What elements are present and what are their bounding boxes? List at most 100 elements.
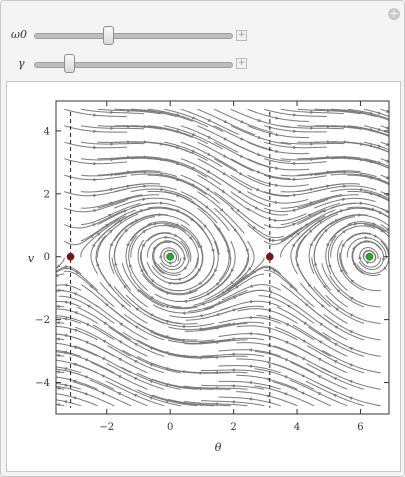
stream-arrow: [231, 322, 235, 326]
x-tick-label: 2: [230, 422, 236, 433]
stream-arrow: [358, 213, 362, 217]
stream-arrow: [181, 311, 186, 315]
stream-arrow: [335, 307, 339, 312]
stream-arrow: [333, 377, 338, 381]
stream-arrow: [203, 224, 207, 229]
stream-arrow: [334, 325, 339, 329]
stream-arrow: [183, 257, 187, 262]
stream-line: [321, 349, 381, 374]
stream-arrow: [214, 402, 218, 406]
y-tick-label: −4: [35, 378, 50, 389]
stream-arrow: [308, 229, 313, 234]
stream-line: [122, 331, 181, 357]
stream-arrow: [133, 360, 138, 364]
stream-arrow: [153, 260, 158, 265]
stream-arrow: [167, 281, 172, 286]
stream-arrow: [248, 267, 252, 271]
stream-arrow: [123, 284, 127, 289]
stream-arrow: [63, 367, 68, 371]
stream-arrow: [136, 288, 141, 293]
stream-line: [247, 174, 309, 187]
stream-arrow: [386, 109, 389, 113]
stream-arrow: [318, 340, 323, 344]
add-icon[interactable]: +: [388, 7, 400, 20]
gamma-slider-thumb[interactable]: [63, 54, 75, 73]
stream-arrow: [160, 187, 164, 192]
phase-portrait-plot: −2 0 2 4 6 −4 −2 0 2 4 θ v: [28, 100, 390, 454]
stream-arrow: [364, 235, 369, 240]
stream-arrow: [231, 368, 235, 372]
stream-line: [169, 257, 215, 292]
stream-arrow: [348, 347, 353, 351]
stream-arrow: [83, 392, 88, 396]
stream-arrow: [350, 279, 355, 283]
stream-arrow: [240, 137, 245, 141]
stream-arrow: [274, 218, 278, 222]
y-axis-label: v: [28, 252, 35, 265]
stream-arrow: [197, 371, 202, 375]
stream-arrow: [217, 227, 221, 232]
saddle-fixed-point: [66, 252, 75, 261]
omega0-slider-track[interactable]: [34, 33, 233, 39]
stream-arrow: [164, 319, 169, 324]
gamma-slider-track[interactable]: [34, 62, 233, 68]
stream-arrow: [275, 132, 280, 137]
stream-line: [180, 108, 239, 135]
stream-arrow: [248, 315, 252, 320]
stream-line: [197, 191, 245, 234]
stream-arrow: [274, 200, 279, 205]
stream-arrow: [289, 284, 294, 289]
stream-arrow: [317, 392, 321, 396]
stream-arrow: [248, 299, 253, 304]
stream-arrow: [165, 291, 170, 296]
stream-arrow: [293, 129, 297, 133]
stream-arrow: [296, 232, 301, 236]
stream-arrow: [257, 135, 262, 139]
stream-arrow: [382, 257, 386, 262]
stream-arrow: [326, 184, 331, 188]
stream-arrow: [377, 144, 382, 148]
stream-arrow: [93, 129, 97, 133]
stream-arrow: [206, 169, 211, 174]
stream-arrow: [205, 205, 209, 209]
stream-line: [97, 194, 160, 209]
stream-arrow: [317, 375, 322, 379]
stream-arrow: [349, 296, 354, 301]
stream-arrow: [191, 166, 196, 170]
stream-arrow: [205, 292, 210, 296]
stream-arrow: [248, 381, 253, 385]
stream-arrow: [348, 363, 353, 367]
stream-arrow: [206, 187, 211, 191]
omega0-expand-button[interactable]: +: [236, 30, 247, 41]
stable-fixed-point: [365, 252, 374, 261]
stream-arrow: [164, 235, 169, 239]
stream-arrow: [256, 187, 261, 191]
stream-arrow: [348, 396, 353, 400]
stream-arrow: [93, 209, 97, 213]
stream-arrow: [149, 296, 154, 300]
stream-arrow: [149, 363, 153, 367]
stream-arrow: [103, 321, 108, 326]
omega0-slider-thumb[interactable]: [102, 26, 114, 45]
stream-arrow: [275, 166, 280, 170]
stream-arrow: [254, 206, 259, 210]
stream-arrow: [215, 282, 220, 286]
stream-line: [164, 174, 221, 204]
stream-arrow: [272, 269, 277, 273]
stream-arrow: [91, 243, 96, 248]
stream-arrow: [275, 116, 280, 120]
stream-arrow: [214, 268, 218, 273]
stream-line: [297, 194, 359, 209]
stream-arrow: [234, 285, 239, 289]
stream-arrow: [310, 126, 314, 130]
stream-line: [164, 224, 199, 269]
stream-arrow: [291, 243, 296, 248]
stream-arrow: [239, 154, 244, 158]
stream-arrow: [232, 295, 237, 299]
gamma-expand-button[interactable]: +: [236, 58, 247, 69]
stream-arrow: [142, 197, 147, 202]
y-tick-label: −2: [35, 315, 50, 326]
stream-arrow: [353, 261, 357, 266]
stream-arrow: [284, 358, 288, 362]
stream-arrow: [231, 384, 235, 388]
